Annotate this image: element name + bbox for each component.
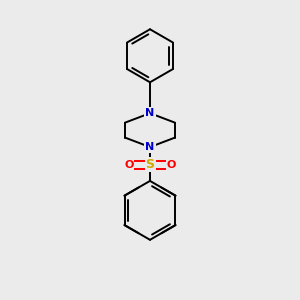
- Text: N: N: [146, 108, 154, 118]
- Text: N: N: [146, 142, 154, 152]
- Text: O: O: [124, 160, 134, 170]
- Text: O: O: [167, 160, 176, 170]
- Text: S: S: [146, 158, 154, 171]
